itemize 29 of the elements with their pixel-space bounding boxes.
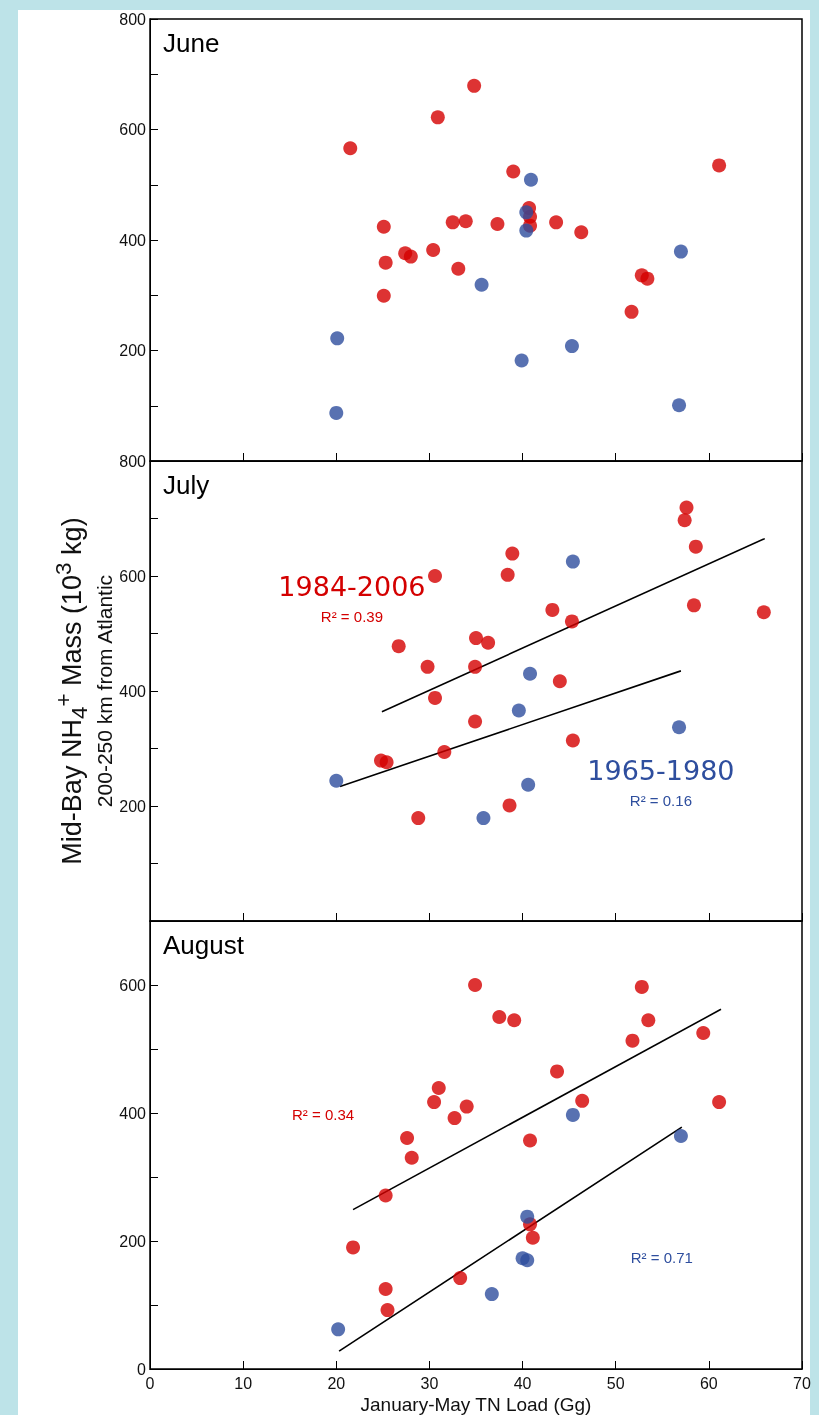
x-tick-label: 60 — [699, 1374, 718, 1392]
x-tick-label: 30 — [420, 1374, 439, 1392]
y-tick-label: 200 — [119, 797, 147, 815]
y-tick-label: 800 — [119, 10, 147, 28]
chart-title: July — [163, 470, 210, 500]
y-tick-label: 600 — [119, 567, 147, 585]
x-tick-label: 70 — [793, 1374, 811, 1392]
series-label: 1965-1980 — [587, 755, 735, 787]
y-tick-label: 200 — [119, 1232, 147, 1250]
y-tick-label: 400 — [119, 682, 147, 700]
x-tick-label: 20 — [327, 1374, 346, 1392]
x-tick-label: 10 — [234, 1374, 253, 1392]
y-tick-label: 800 — [119, 452, 147, 470]
y-tick-label: 200 — [119, 342, 147, 359]
y-tick-label: 0 — [137, 1360, 147, 1378]
x-tick-label: 50 — [606, 1374, 625, 1392]
y-tick-label: 600 — [119, 976, 147, 994]
annotation: R² = 0.71 — [630, 1248, 693, 1266]
annotation: R² = 0.34 — [291, 1106, 355, 1124]
x-axis-title: January-May TN Load (Gg) — [360, 1394, 592, 1415]
y-tick-label: 400 — [119, 231, 147, 249]
y-tick-label: 600 — [119, 121, 147, 138]
series-label: 1984-2006 — [278, 571, 426, 603]
chart-title: June — [163, 28, 220, 58]
y-tick-label: 400 — [119, 1104, 147, 1122]
annotation: R² = 0.39 — [320, 608, 383, 626]
annotation: R² = 0.16 — [629, 792, 692, 810]
chart-title: August — [163, 930, 245, 960]
x-tick-label: 40 — [513, 1374, 532, 1392]
